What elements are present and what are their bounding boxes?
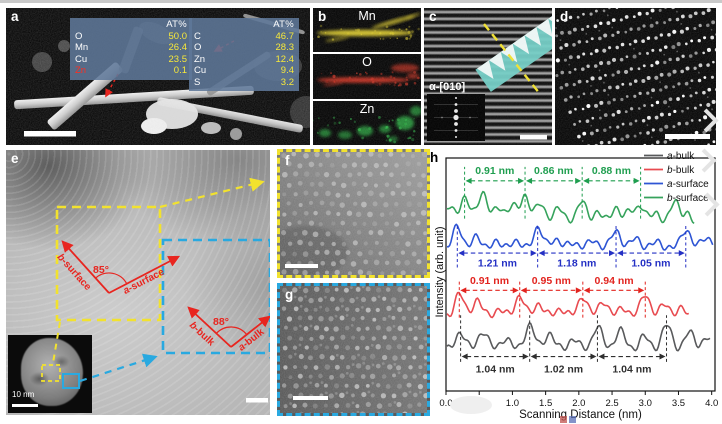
x-tick-label: 0.0 [439,398,452,409]
x-tick-label: 4.0 [705,398,718,409]
surface-region-box [55,205,162,322]
panel-label-c: c [429,9,437,24]
distance-label: 0.86 nm [534,165,573,177]
eds-spot-arrow [105,73,119,98]
bulk-lattice-image [280,286,427,413]
series-b-bulk [446,291,690,319]
panel-b-eds-maps: b Mn O Zn [313,8,421,145]
eds-table: AT% O 50.0 Mn 26.4 Cu 23.5 Zn 0.1 [70,18,192,80]
eds-row: O 50.0 [75,30,187,42]
scale-bar [246,398,268,403]
panel-g-bulk-zoom: g [277,283,430,416]
connector-to-panel-f [159,177,265,209]
inset-bulk-box [62,373,80,389]
panel-label-h: h [430,150,439,165]
angle-annotation: 88°b-bulk a-bulk [187,306,270,353]
distance-label: 1.18 nm [557,257,596,269]
x-tick-label: 2.0 [572,398,585,409]
line-chart: 0.00.51.01.52.02.53.03.54.01.04 nm1.02 n… [439,151,718,409]
eds-row: Cu 9.4 [194,65,294,76]
eds-map-o: O [313,54,421,99]
plot-box [445,157,716,392]
axis-arm-label: b-surface [55,252,94,293]
distance-label: 1.04 nm [476,364,515,376]
eds-row: Cu 23.5 [75,53,187,65]
scale-bar [665,134,710,139]
distance-label: 0.88 nm [592,165,631,177]
x-axis-title: Scanning Distance (nm) [519,409,642,421]
panel-label-e: e [11,151,19,166]
distance-label: 1.05 nm [631,257,670,269]
panel-label-b: b [318,9,327,24]
x-tick-label: 3.5 [672,398,685,409]
y-axis-title: Intensity (arb. unit) [434,226,446,318]
distance-label: 1.21 nm [478,257,517,269]
particle-inset: 10 nm [8,335,92,413]
eds-row: Mn 26.4 [75,42,187,53]
panel-label-d: d [560,9,569,24]
x-tick-label: 1.0 [506,398,519,409]
x-tick-label: 2.5 [605,398,618,409]
watermark-mark [569,416,576,423]
panel-label-f: f [285,153,290,168]
particle-thumbnail [21,338,83,406]
eds-row: S 3.2 [194,76,294,88]
panel-c-lattice-fringes: c α-[010] [424,8,552,145]
eds-map-mn: Mn [313,8,421,53]
panel-h-line-profiles: h Intensity (arb. unit) 0.00.51.01.52.02… [430,148,722,424]
legend-item: b-surface [667,193,709,204]
inset-scale-label: 10 nm [12,390,35,399]
eds-table-header: AT% [166,19,187,30]
panel-e-surface-bulk: e 10 nm 85° b-surface a-surface 88° b-bulk a-… [6,150,270,415]
eds-row: Zn 0.1 [75,65,187,76]
distance-label: 1.02 nm [544,364,583,376]
map-element-label: O [362,55,372,70]
legend-item: a-surface [667,179,709,190]
eds-row: Zn 12.4 [194,53,294,65]
inset-surface-box [41,364,61,382]
connector-to-inset [52,321,61,364]
eds-row: O 28.3 [194,42,294,53]
scale-bar [285,264,318,268]
distance-label: 0.91 nm [470,275,509,287]
inset-scale-bar [12,403,38,407]
map-element-label: Mn [358,9,376,23]
panel-d-atomic-image: d [555,8,716,145]
panel-a-stem-overview: a AT% O 50.0 Mn 26.4 Cu 23.5 Zn 0.1 AT% C 46.7 O 28.3… [6,8,310,145]
angle-value: 85° [93,264,109,276]
distance-label: 0.95 nm [532,275,571,287]
x-tick-label: 1.5 [539,398,552,409]
panel-f-surface-zoom: f [277,149,430,278]
distance-label: 1.04 nm [612,364,651,376]
eds-row: C 46.7 [194,30,294,42]
distance-label: 0.94 nm [594,275,633,287]
series-a-surface [446,223,714,251]
bulk-region-box [161,238,270,355]
x-tick-label: 3.0 [639,398,652,409]
watermark-blob [450,396,492,414]
distance-label: 0.91 nm [475,165,514,177]
eds-map-zn: Zn [313,100,421,145]
atomic-lattice-image [555,8,716,145]
fringe-overlay: α-[010] [424,8,552,145]
legend-item: b-bulk [667,165,695,176]
surface-lattice-image [280,152,427,275]
panel-label-g: g [285,287,294,302]
connector-from-inset [79,353,158,383]
eds-table-header: AT% [273,19,294,30]
panel-label-a: a [11,9,19,24]
map-element-label: Zn [359,101,375,116]
scale-bar [293,396,328,400]
eds-table: AT% C 46.7 O 28.3 Zn 12.4 Cu 9.4 S 3.2 [189,18,299,91]
watermark-mark [560,416,567,423]
series-a-bulk [446,322,711,352]
angle-value: 88° [213,316,229,328]
series-b-surface [446,190,695,225]
scale-bar [24,131,76,137]
legend-item: a-bulk [667,151,695,162]
